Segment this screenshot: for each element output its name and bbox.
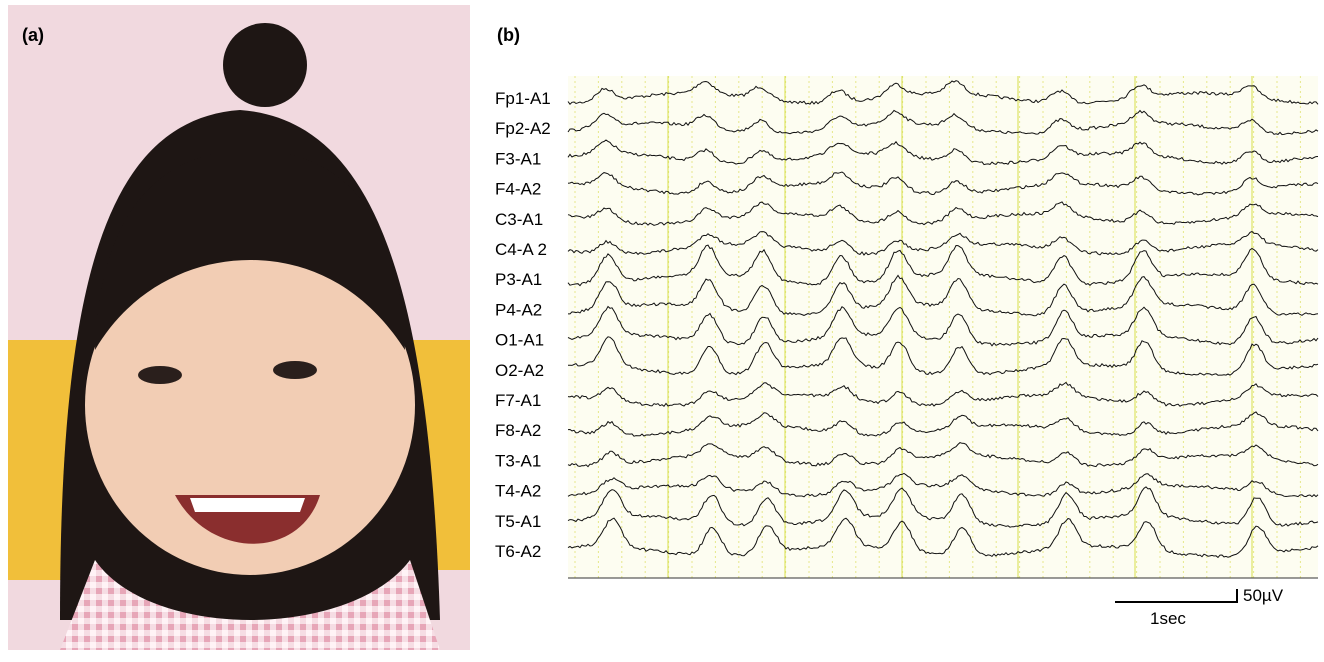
channel-label: F4-A2: [495, 180, 541, 199]
eeg-trace: [567, 517, 1319, 559]
eeg-grid: [574, 76, 1301, 578]
eeg-trace: [567, 139, 1319, 166]
channel-label: C3-A1: [495, 210, 543, 229]
eeg-trace: [567, 472, 1319, 498]
eeg-trace: [568, 336, 1319, 376]
channel-label: C4-A 2: [495, 240, 547, 259]
eeg-trace: [567, 201, 1319, 226]
photo: [8, 5, 470, 650]
channel-label: F7-A1: [495, 391, 541, 410]
channel-label: T5-A1: [495, 512, 541, 531]
eeg-trace: [567, 305, 1319, 347]
eeg-trace: [567, 244, 1319, 287]
eeg-trace: [567, 486, 1319, 528]
panel-label: (a): [22, 25, 44, 45]
eeg-trace: [567, 230, 1319, 256]
channel-label: F8-A2: [495, 421, 541, 440]
eeg-trace: [567, 381, 1319, 408]
channel-label: F3-A1: [495, 149, 541, 168]
channel-label: T6-A2: [495, 542, 541, 561]
eeg-trace: [567, 411, 1319, 437]
channel-label: O2-A2: [495, 361, 544, 380]
eeg-trace: [567, 109, 1319, 136]
eeg-trace: [567, 442, 1319, 468]
channel-label: T4-A2: [495, 482, 541, 501]
eeg-background: [568, 76, 1318, 578]
channel-labels: Fp1-A1 Fp2-A2 F3-A1 F4-A2 C3-A1 C4-A 2 P3-A1 P4…: [495, 89, 551, 561]
scale-time: 1sec: [1150, 609, 1186, 628]
eeg-trace: [567, 171, 1319, 196]
panel-label: (b): [497, 25, 520, 45]
channel-label: Fp1-A1: [495, 89, 551, 108]
channel-label: O1-A1: [495, 331, 544, 350]
eeg-traces: [567, 80, 1319, 559]
channel-label: T3-A1: [495, 451, 541, 470]
channel-label: P3-A1: [495, 270, 542, 289]
scale-bar: [1115, 589, 1238, 603]
channel-label: P4-A2: [495, 300, 542, 319]
channel-label: Fp2-A2: [495, 119, 551, 138]
eeg-trace: [567, 80, 1319, 105]
eeg-trace: [568, 274, 1319, 317]
scale-amplitude: 50µV: [1243, 586, 1284, 605]
